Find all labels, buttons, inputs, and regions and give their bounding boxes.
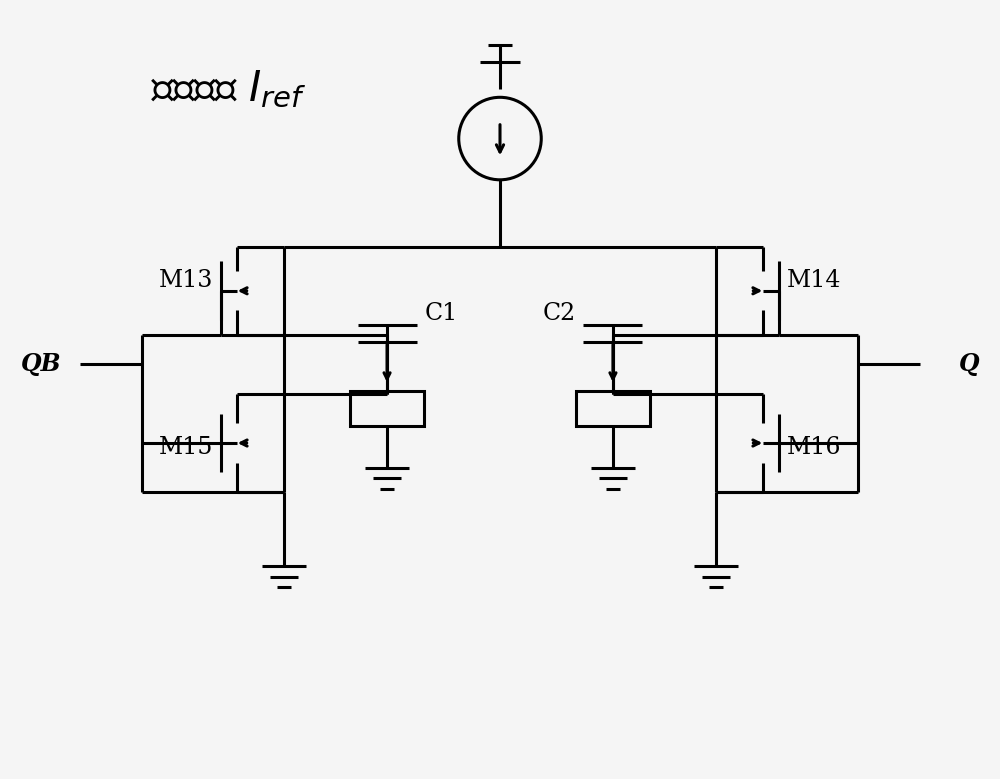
Text: M16: M16 (787, 436, 841, 460)
Text: M15: M15 (159, 436, 213, 460)
Text: 基准电流 $I_{ref}$: 基准电流 $I_{ref}$ (151, 69, 307, 111)
Text: M13: M13 (159, 270, 213, 292)
Text: C2: C2 (542, 302, 576, 325)
Text: C1: C1 (424, 302, 458, 325)
Text: Q: Q (959, 352, 979, 376)
Bar (350, 391, 424, 426)
Text: M14: M14 (787, 270, 841, 292)
Text: QB: QB (21, 352, 61, 376)
Bar (576, 391, 650, 426)
